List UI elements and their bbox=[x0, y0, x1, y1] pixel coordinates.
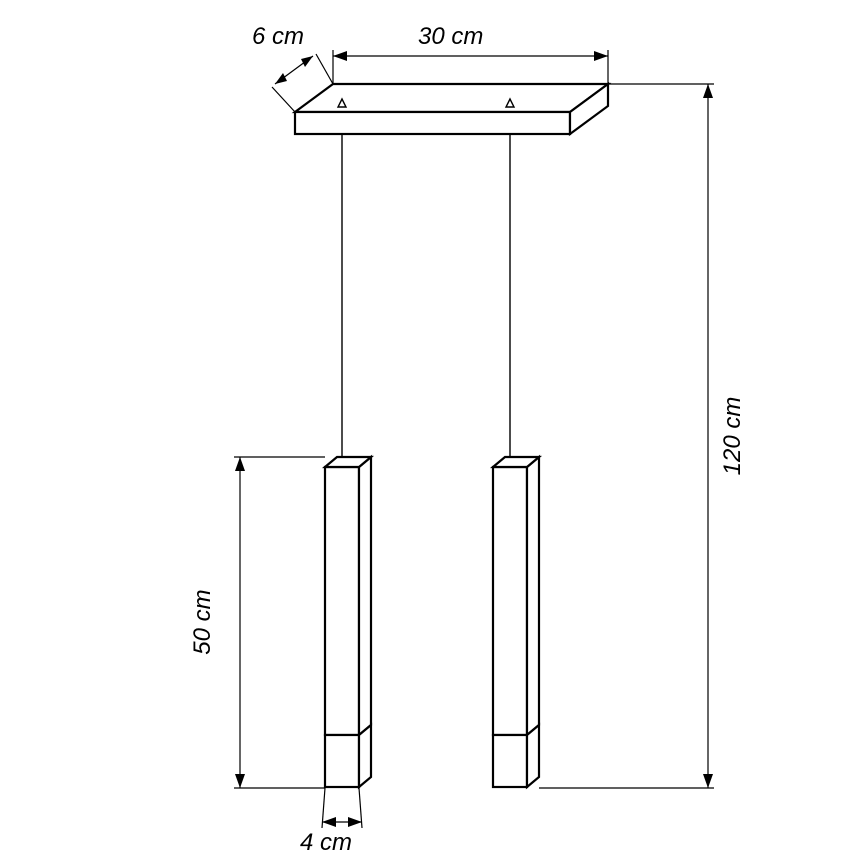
lens-right-front bbox=[493, 735, 527, 787]
pendant-lamp-dimension-diagram: 6 cm 30 cm 120 cm 50 cm 4 cm bbox=[0, 0, 868, 868]
lens-right-side bbox=[527, 725, 539, 787]
tube-left-side bbox=[359, 457, 371, 735]
dim-depth-label: 6 cm bbox=[252, 23, 304, 50]
dim-tube: 50 cm bbox=[189, 457, 325, 788]
dim-total-label: 120 cm bbox=[719, 397, 746, 476]
dim-width-label: 30 cm bbox=[418, 23, 483, 50]
dim-width: 30 cm bbox=[333, 23, 608, 84]
tube-left-front bbox=[325, 467, 359, 735]
lens-left-side bbox=[359, 725, 371, 787]
dim-tube-label: 50 cm bbox=[189, 589, 216, 654]
dim-diameter-label: 4 cm bbox=[300, 829, 352, 856]
lens-left-front bbox=[325, 735, 359, 787]
tube-right-side bbox=[527, 457, 539, 735]
tube-right-front bbox=[493, 467, 527, 735]
dim-total: 120 cm bbox=[539, 84, 746, 788]
dim-diameter: 4 cm bbox=[300, 788, 362, 856]
mount-front-face bbox=[295, 112, 570, 134]
